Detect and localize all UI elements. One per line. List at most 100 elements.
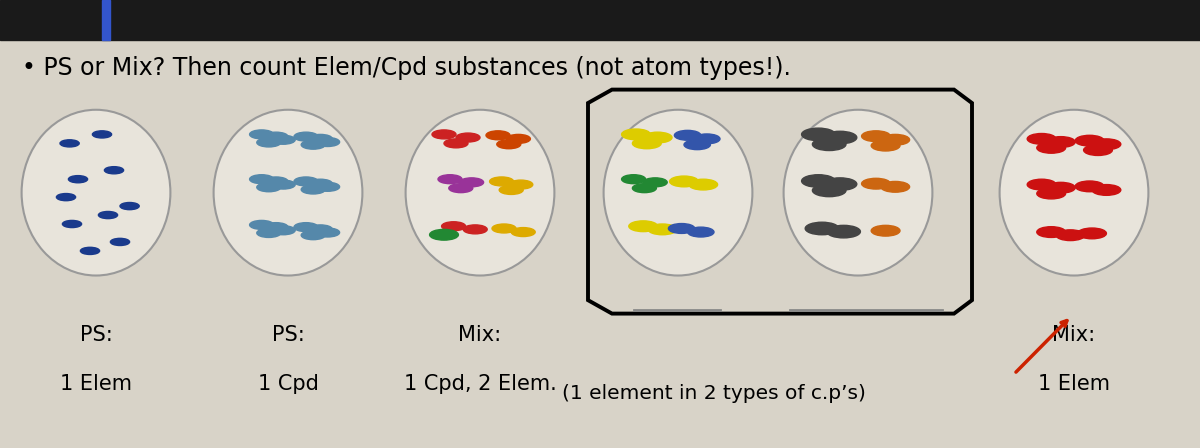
Circle shape [1092,185,1121,195]
Circle shape [120,202,139,210]
Circle shape [438,175,462,184]
Circle shape [1037,227,1066,237]
Bar [0,0,1200,40]
Circle shape [694,134,720,144]
Circle shape [460,178,484,187]
Circle shape [1046,137,1075,147]
Circle shape [98,211,118,219]
Circle shape [1027,134,1056,144]
Circle shape [823,131,857,144]
Text: Mix:: Mix: [458,325,502,345]
Circle shape [444,139,468,148]
Ellipse shape [406,110,554,276]
Circle shape [497,140,521,149]
Circle shape [271,135,295,144]
Circle shape [871,225,900,236]
Circle shape [1046,182,1075,193]
Circle shape [632,184,656,193]
Circle shape [316,228,340,237]
Circle shape [110,238,130,246]
Circle shape [689,179,718,190]
Circle shape [308,134,332,143]
Circle shape [1037,142,1066,153]
Circle shape [499,185,523,194]
Circle shape [812,184,846,197]
Circle shape [301,140,325,149]
Text: PS:: PS: [79,325,113,345]
Circle shape [56,194,76,201]
Circle shape [1092,139,1121,150]
Circle shape [881,181,910,192]
Circle shape [629,221,658,232]
Circle shape [1075,181,1104,192]
Text: 1 Elem: 1 Elem [1038,374,1110,394]
Circle shape [294,132,318,141]
Circle shape [622,129,650,140]
Ellipse shape [214,110,362,276]
Circle shape [60,140,79,147]
Circle shape [674,130,701,140]
Circle shape [643,178,667,187]
Text: PS:: PS: [271,325,305,345]
Circle shape [492,224,516,233]
Circle shape [257,228,281,237]
Text: Mix:: Mix: [1052,325,1096,345]
Circle shape [442,222,466,231]
Circle shape [506,134,530,143]
Circle shape [308,179,332,188]
Circle shape [1084,145,1112,155]
Circle shape [257,183,281,192]
Circle shape [632,138,661,149]
Circle shape [1037,188,1066,199]
Circle shape [308,225,332,234]
Circle shape [862,131,890,142]
Circle shape [294,223,318,232]
Circle shape [1078,228,1106,239]
Circle shape [1027,179,1056,190]
Circle shape [294,177,318,186]
Circle shape [301,185,325,194]
Circle shape [250,130,274,139]
Text: 1 Cpd, 2 Elem.: 1 Cpd, 2 Elem. [403,374,557,394]
Circle shape [68,176,88,183]
Circle shape [80,247,100,254]
Circle shape [463,225,487,234]
Circle shape [643,132,672,143]
Circle shape [802,128,835,141]
Circle shape [430,229,458,240]
Circle shape [509,180,533,189]
Ellipse shape [784,110,932,276]
Circle shape [622,175,646,184]
Circle shape [688,227,714,237]
Circle shape [264,177,288,186]
Circle shape [264,132,288,141]
Circle shape [1056,230,1085,241]
Circle shape [449,184,473,193]
Circle shape [511,228,535,237]
Circle shape [271,226,295,235]
Circle shape [684,140,710,150]
Circle shape [648,224,677,235]
Circle shape [823,178,857,190]
Circle shape [250,220,274,229]
Ellipse shape [604,110,752,276]
Circle shape [805,222,839,235]
Bar [102,0,110,40]
Circle shape [802,175,835,187]
Circle shape [827,225,860,238]
Circle shape [92,131,112,138]
Circle shape [668,224,695,233]
Text: 1 Cpd: 1 Cpd [258,374,318,394]
Ellipse shape [22,110,170,276]
Text: • PS or Mix? Then count Elem/Cpd substances (not atom types!).: • PS or Mix? Then count Elem/Cpd substan… [22,56,791,80]
Circle shape [812,138,846,151]
Circle shape [316,138,340,146]
Circle shape [264,223,288,232]
Circle shape [316,182,340,191]
Text: (1 element in 2 types of c.p’s): (1 element in 2 types of c.p’s) [562,384,866,403]
Circle shape [250,175,274,184]
Circle shape [486,131,510,140]
Circle shape [257,138,281,147]
Circle shape [881,134,910,145]
Ellipse shape [1000,110,1148,276]
